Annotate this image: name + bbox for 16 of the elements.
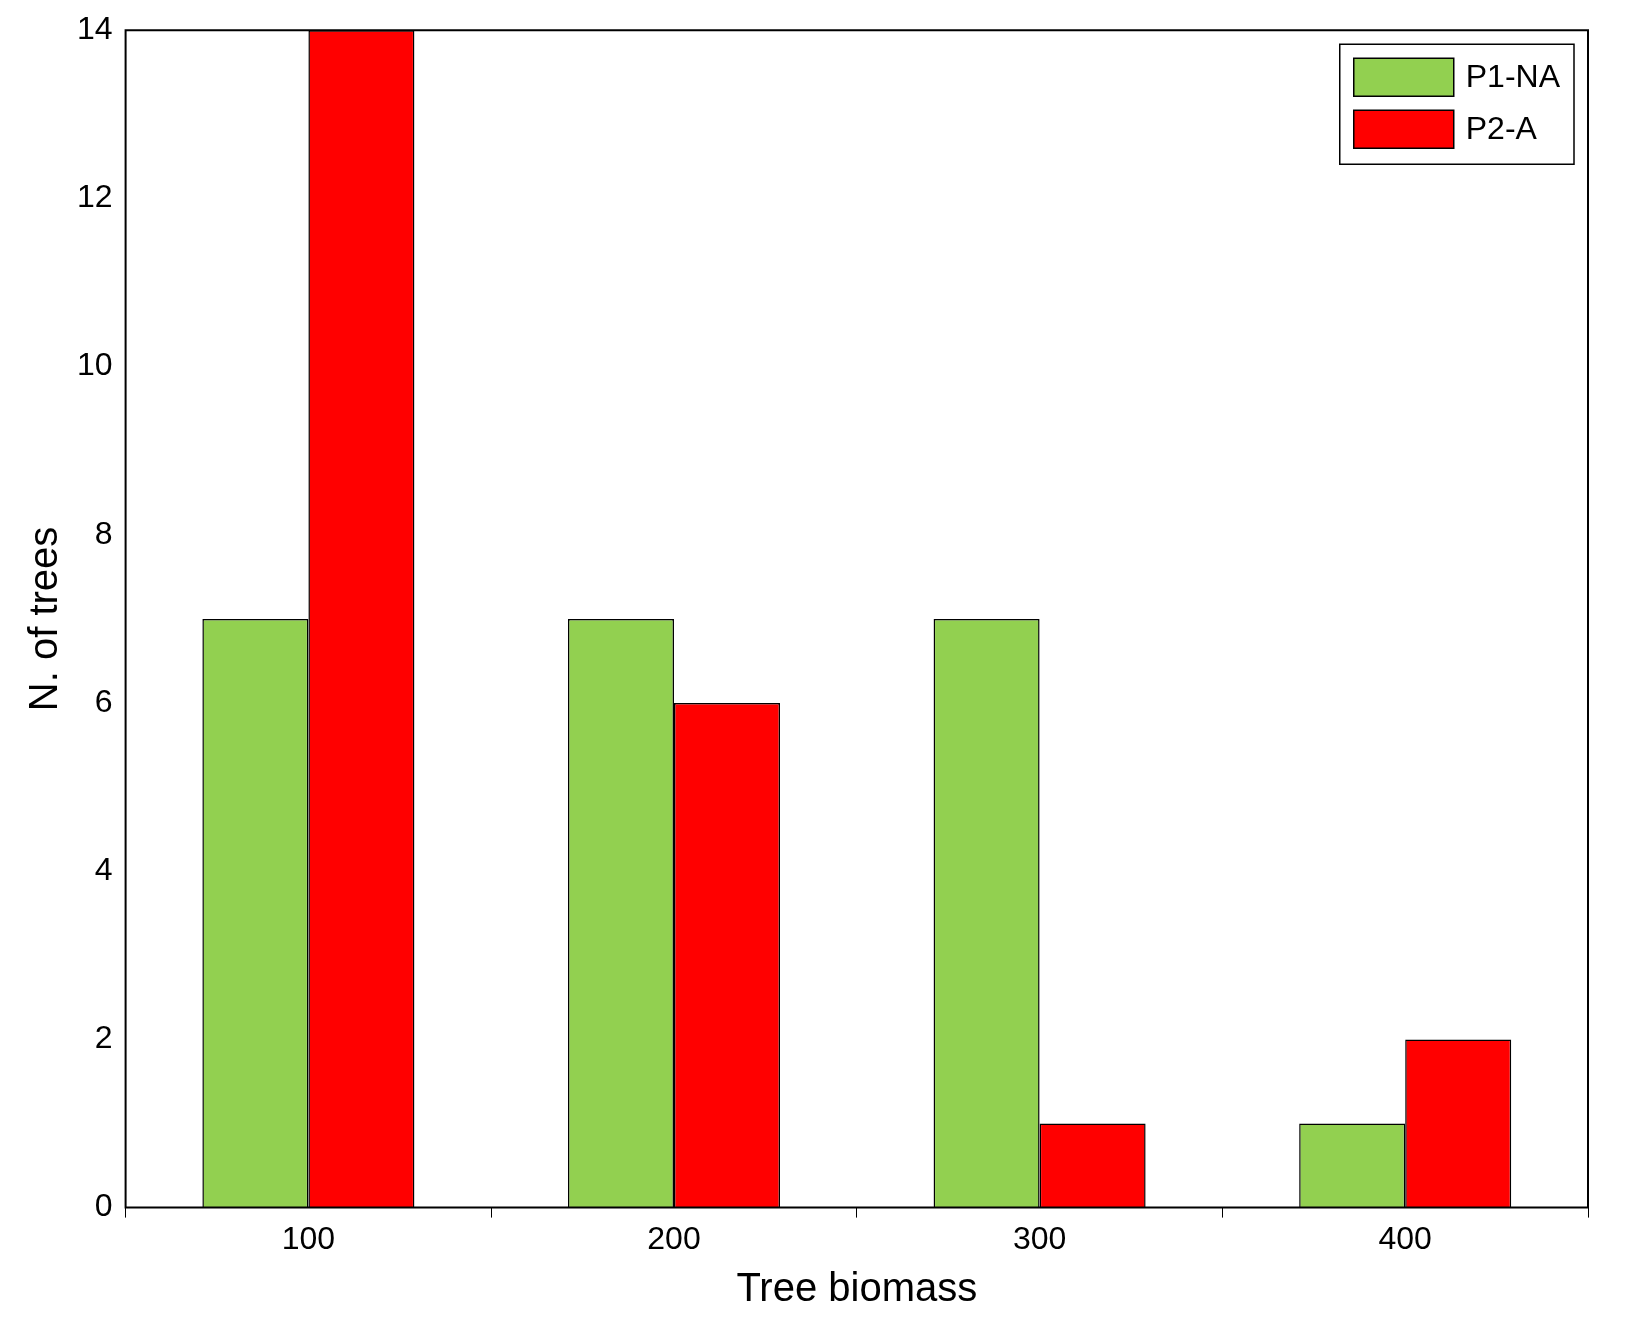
y-tick-label: 6 [94,682,113,719]
y-tick-label: 12 [77,178,113,215]
legend-label: P2-A [1465,110,1538,147]
legend-label: P1-NA [1465,58,1561,95]
x-tick-label: 400 [1378,1219,1432,1256]
y-tick-label: 4 [94,851,113,888]
x-axis-title: Tree biomass [736,1265,978,1310]
y-tick-label: 14 [77,10,113,47]
x-tick-label: 300 [1012,1219,1067,1256]
y-axis-title: N. of trees [21,526,66,712]
x-tick-label: 100 [281,1219,336,1256]
y-tick-label: 2 [94,1019,113,1056]
y-tick-label: 10 [77,346,113,383]
x-tick-label: 200 [647,1219,701,1256]
y-tick-label: 0 [94,1187,113,1224]
y-tick-label: 8 [94,514,113,551]
